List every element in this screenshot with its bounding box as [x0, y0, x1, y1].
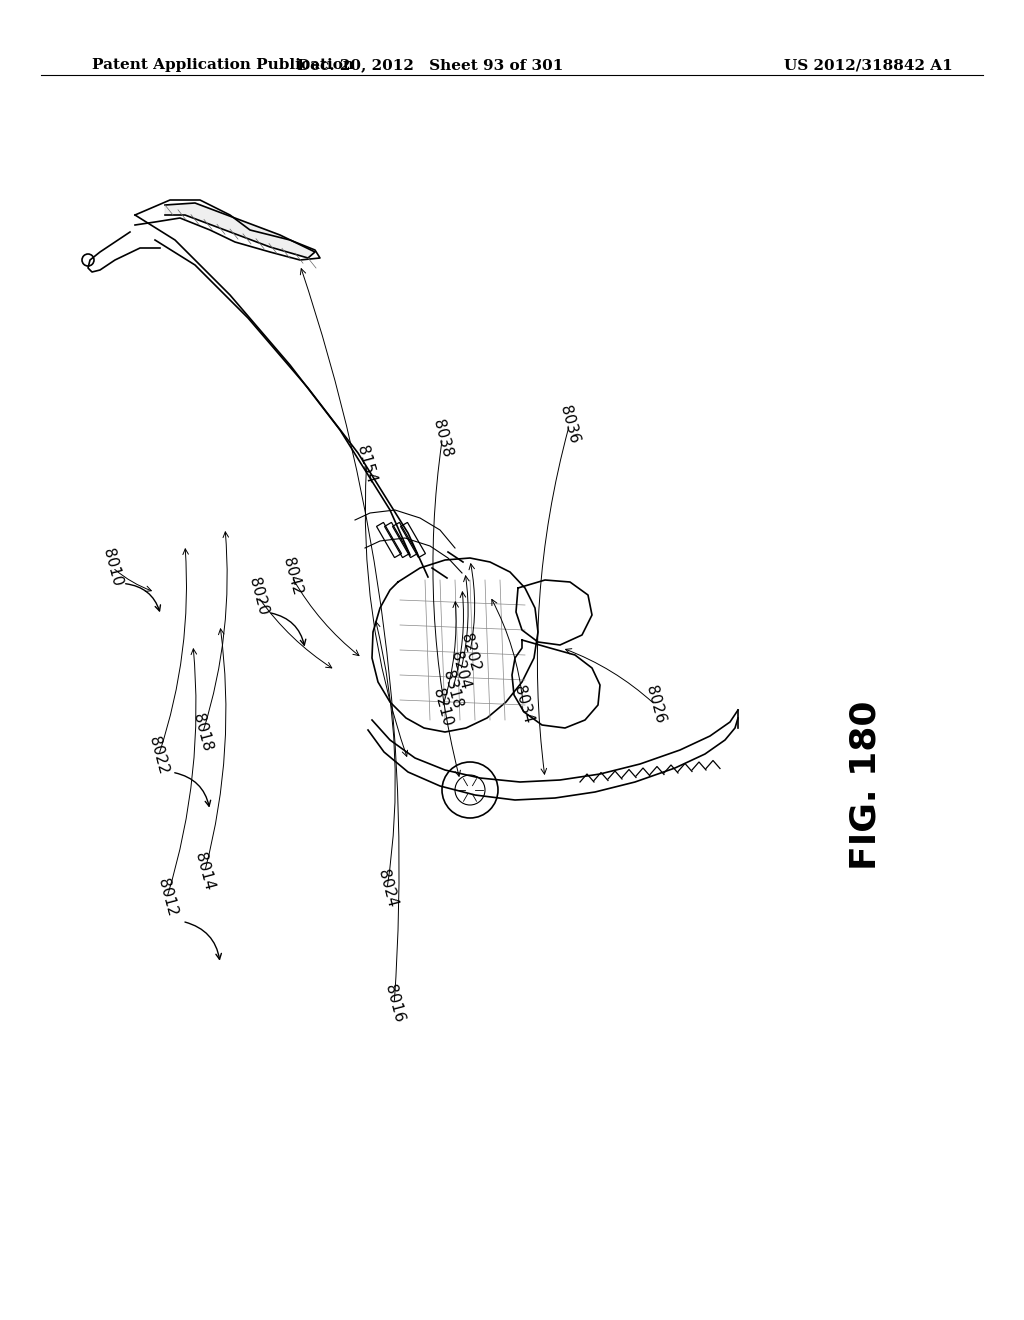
Text: 8042: 8042: [280, 556, 304, 598]
Text: 8204: 8204: [449, 649, 473, 692]
Bar: [377, 523, 401, 557]
Polygon shape: [165, 203, 315, 257]
Text: Patent Application Publication: Patent Application Publication: [92, 58, 354, 73]
Text: 8202: 8202: [458, 631, 482, 673]
Text: Dec. 20, 2012  Sheet 93 of 301: Dec. 20, 2012 Sheet 93 of 301: [297, 58, 563, 73]
Text: 8038: 8038: [430, 417, 455, 459]
Bar: [400, 523, 425, 557]
Text: 8018: 8018: [190, 711, 215, 754]
Text: 8026: 8026: [643, 684, 668, 726]
Text: 8036: 8036: [557, 404, 582, 446]
Text: 8010: 8010: [100, 546, 125, 589]
Bar: [392, 523, 418, 557]
Text: FIG. 180: FIG. 180: [848, 701, 883, 870]
Text: 8020: 8020: [246, 576, 270, 618]
Text: 8014: 8014: [193, 850, 217, 892]
Text: 8154: 8154: [354, 444, 379, 486]
Text: 8022: 8022: [146, 734, 171, 776]
Text: 8012: 8012: [155, 876, 179, 919]
Text: 8024: 8024: [375, 867, 399, 909]
Circle shape: [82, 253, 94, 267]
Text: 8210: 8210: [430, 686, 455, 729]
Text: 8034: 8034: [511, 684, 536, 726]
Text: US 2012/318842 A1: US 2012/318842 A1: [783, 58, 952, 73]
Bar: [385, 523, 410, 557]
Text: 8318: 8318: [440, 668, 465, 710]
Text: 8016: 8016: [382, 982, 407, 1024]
